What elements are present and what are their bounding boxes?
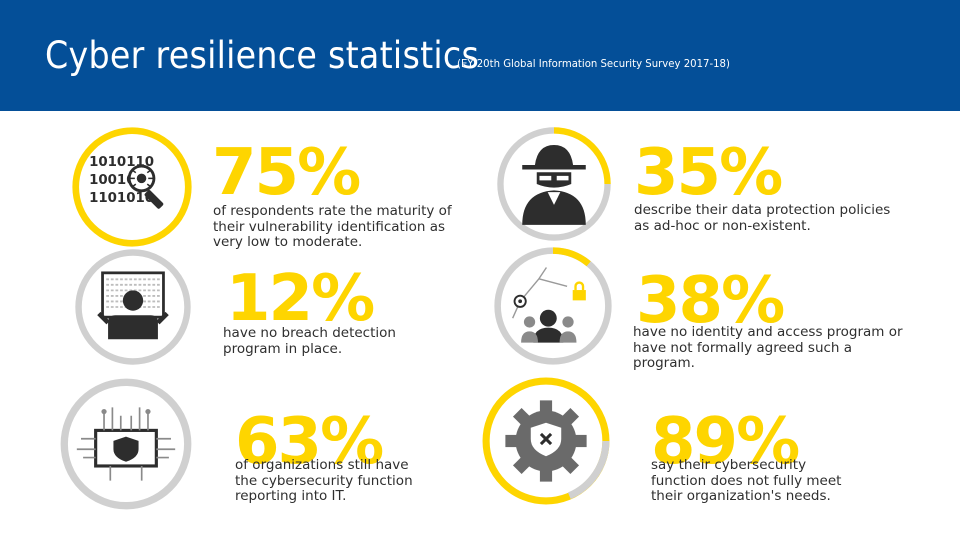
stat-value: 38%	[636, 264, 785, 338]
page-subtitle: (EY 20th Global Information Security Sur…	[457, 57, 730, 70]
stat-description: of organizations still have the cybersec…	[235, 457, 413, 504]
stat-value: 12%	[226, 262, 375, 336]
person-screen-icon	[75, 249, 191, 365]
stat-description: say their cybersecurity function does no…	[651, 457, 842, 504]
stat-description: have no identity and access program or h…	[633, 324, 903, 371]
binary-line-2: 10010	[89, 173, 135, 188]
stat-description: of respondents rate the maturity of thei…	[213, 203, 452, 250]
header-bar: Cyber resilience statistics (EY 20th Glo…	[0, 0, 960, 111]
stat-description: describe their data protection policies …	[634, 202, 891, 234]
page-title: Cyber resilience statistics	[45, 34, 480, 77]
stat-value: 63%	[235, 405, 384, 479]
stat-description: have no breach detection program in plac…	[223, 325, 396, 357]
stat-value: 75%	[212, 136, 361, 210]
stat-value: 35%	[634, 136, 783, 210]
binary-magnifier-icon: 1010110 10010 1101010	[72, 127, 192, 247]
gear-shield-icon	[482, 377, 610, 505]
circuit-shield-icon	[60, 378, 192, 510]
spy-icon	[497, 127, 611, 241]
stat-value: 89%	[651, 405, 800, 479]
identity-network-icon	[494, 247, 612, 365]
binary-line-3: 1101010	[89, 191, 154, 206]
